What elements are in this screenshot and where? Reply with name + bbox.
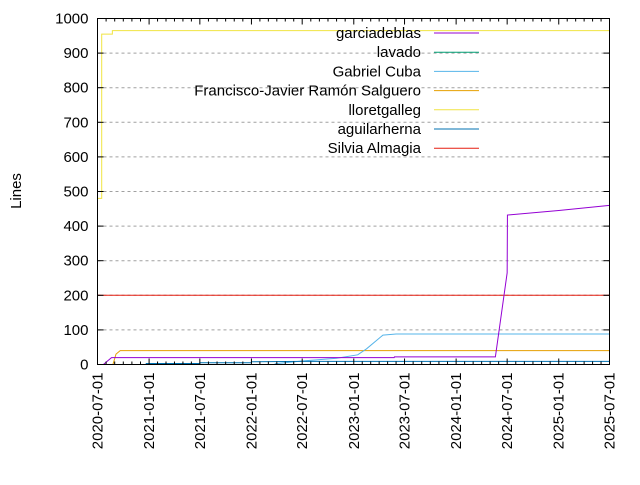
- axis-ticks: 0 100 200 300 400 500 600 700 800 900 1000 2020-07-…: [55, 11, 618, 450]
- y-tick-label: 800: [63, 80, 88, 97]
- legend-label: Francisco-Javier Ramón Salguero: [194, 83, 421, 100]
- x-tick-label: 2024-01-01: [448, 373, 465, 450]
- series-lines: [97, 30, 610, 365]
- x-tick-label: 2025-01-01: [551, 373, 568, 450]
- legend-label: Silvia Almagia: [328, 140, 422, 157]
- y-tick-label: 600: [63, 149, 88, 166]
- y-tick-label: 400: [63, 218, 88, 235]
- y-tick-label: 200: [63, 287, 88, 304]
- y-tick-label: 300: [63, 253, 88, 270]
- legend: garciadeblas lavado Gabriel Cuba Francisco-…: [194, 25, 479, 157]
- y-tick-label: 1000: [55, 11, 88, 28]
- y-tick-label: 0: [80, 357, 88, 374]
- legend-label: lloretgalleg: [348, 102, 421, 119]
- y-tick-label: 900: [63, 45, 88, 62]
- x-tick-label: 2022-07-01: [294, 373, 311, 450]
- x-tick-label: 2022-01-01: [243, 373, 260, 450]
- legend-label: lavado: [377, 44, 421, 61]
- x-tick-label: 2024-07-01: [499, 373, 516, 450]
- x-tick-label: 2021-01-01: [141, 373, 158, 450]
- series-line-aguilarherna: [145, 360, 610, 364]
- y-tick-label: 700: [63, 114, 88, 131]
- legend-label: garciadeblas: [336, 25, 421, 42]
- x-tick-label: 2020-07-01: [90, 373, 107, 450]
- y-tick-label: 500: [63, 184, 88, 201]
- y-axis-label: Lines: [8, 173, 25, 209]
- x-tick-label: 2025-07-01: [602, 373, 619, 450]
- series-line-gabriel-cuba: [274, 333, 610, 365]
- x-tick-label: 2021-07-01: [192, 373, 209, 450]
- series-line-garciadeblas: [103, 204, 610, 365]
- series-line-lloretgalleg: [97, 30, 610, 199]
- y-tick-label: 100: [63, 322, 88, 339]
- legend-label: aguilarherna: [338, 121, 422, 138]
- series-line-francisco-javier-ram-n-salguero: [112, 350, 610, 365]
- x-tick-label: 2023-07-01: [397, 373, 414, 450]
- x-tick-label: 2023-01-01: [346, 373, 363, 450]
- legend-label: Gabriel Cuba: [333, 63, 422, 80]
